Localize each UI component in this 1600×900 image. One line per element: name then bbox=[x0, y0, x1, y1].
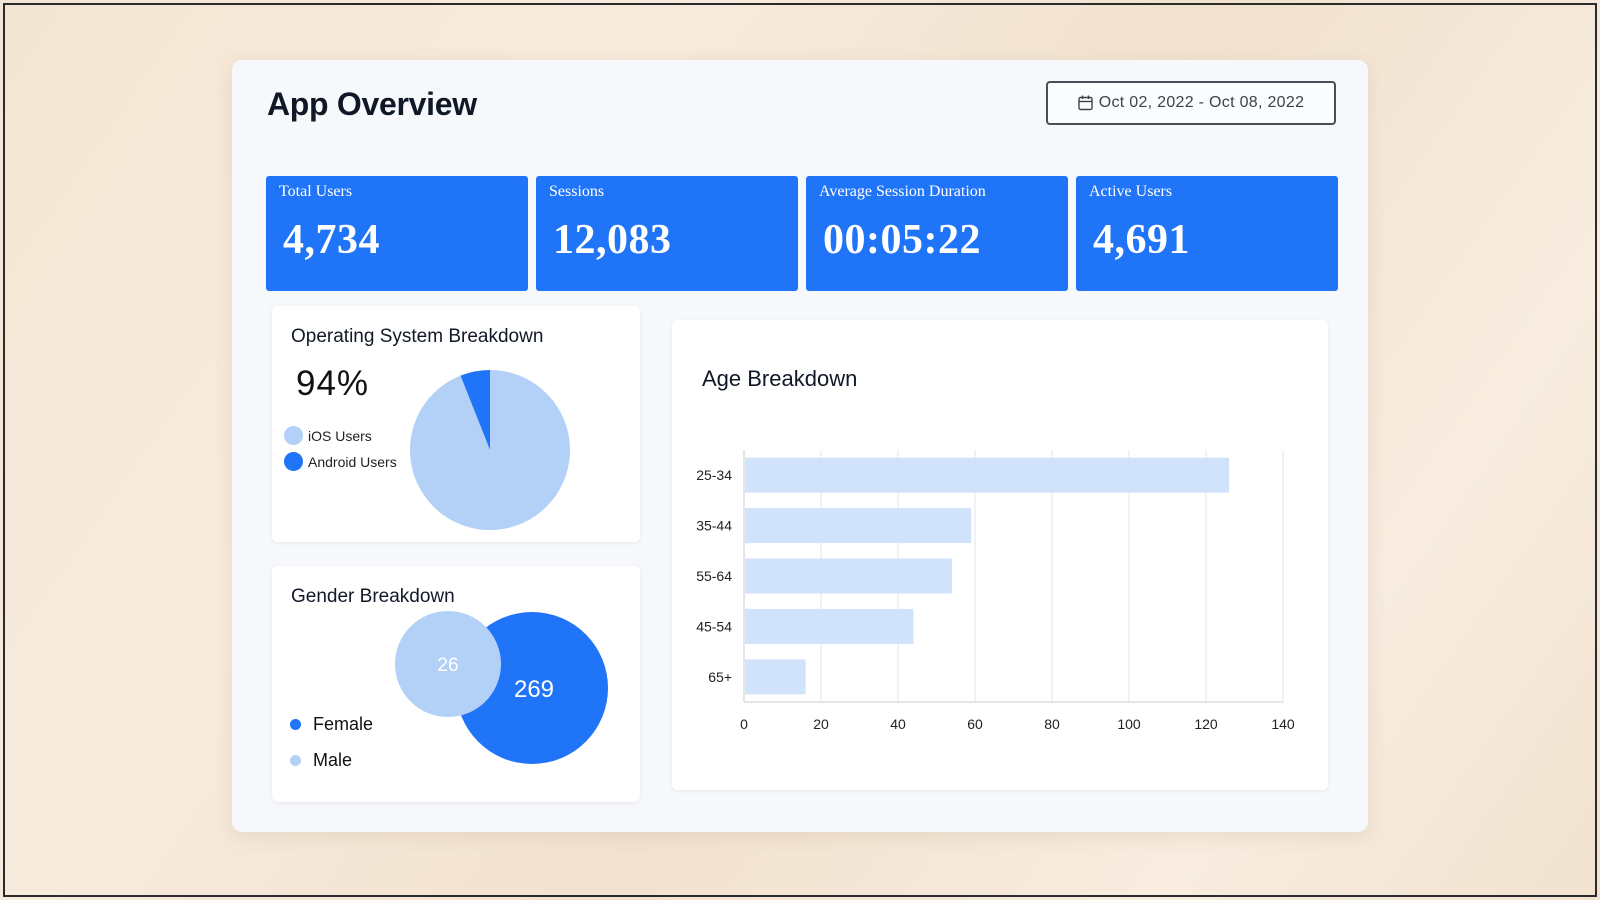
date-range-label: Oct 02, 2022 - Oct 08, 2022 bbox=[1098, 94, 1305, 111]
age-bar-chart[interactable]: 0 20 40 60 80 100 120 140 25-34 35-44 55-64 45-54 65… bbox=[672, 320, 1328, 790]
y-tick-label: 35-44 bbox=[696, 518, 732, 534]
os-breakdown-card: Operating System Breakdown 94% iOS Users… bbox=[272, 306, 640, 542]
kpi-value: 4,734 bbox=[283, 217, 380, 263]
bar-55-64[interactable] bbox=[745, 558, 952, 594]
os-pie-chart[interactable] bbox=[408, 368, 572, 532]
x-tick-label: 100 bbox=[1117, 716, 1141, 732]
age-breakdown-card: Age Breakdown 0 20 40 60 80 100 120 140 25-34 35-… bbox=[672, 320, 1328, 790]
x-tick-label: 0 bbox=[740, 716, 748, 732]
gender-venn-chart[interactable]: 26 269 bbox=[382, 608, 612, 778]
os-breakdown-title: Operating System Breakdown bbox=[291, 326, 544, 347]
x-tick-label: 120 bbox=[1194, 716, 1218, 732]
legend-label: Female bbox=[313, 714, 374, 734]
x-tick-label: 60 bbox=[967, 716, 983, 732]
legend-dot-ios bbox=[284, 426, 303, 445]
venn-value-female: 269 bbox=[514, 676, 554, 703]
app-overview-dashboard: App Overview Oct 02, 2022 - Oct 08, 2022… bbox=[232, 60, 1368, 832]
x-tick-label: 40 bbox=[890, 716, 906, 732]
kpi-active-users[interactable]: Active Users 4,691 bbox=[1076, 176, 1338, 291]
kpi-value: 00:05:22 bbox=[823, 217, 981, 263]
gender-breakdown-card: Gender Breakdown 26 269 Female Male bbox=[272, 566, 640, 802]
y-tick-label: 55-64 bbox=[696, 568, 732, 584]
venn-value-male: 26 bbox=[437, 655, 458, 676]
y-tick-label: 25-34 bbox=[696, 467, 732, 483]
legend-label: Male bbox=[313, 750, 353, 770]
age-breakdown-title: Age Breakdown bbox=[702, 366, 858, 391]
bar-35-44[interactable] bbox=[745, 508, 972, 544]
legend-dot-male bbox=[290, 755, 301, 766]
kpi-row: Total Users 4,734 Sessions 12,083 Averag… bbox=[266, 176, 1338, 291]
bar-25-34[interactable] bbox=[745, 457, 1230, 493]
pie-slice-android-users[interactable] bbox=[460, 370, 490, 450]
x-tick-label: 140 bbox=[1271, 716, 1295, 732]
legend-male[interactable]: Male bbox=[290, 750, 352, 771]
legend-label: Android Users bbox=[308, 453, 397, 470]
y-tick-label: 65+ bbox=[708, 669, 732, 685]
bar-45-54[interactable] bbox=[745, 608, 914, 644]
legend-ios-users[interactable]: iOS Users bbox=[284, 426, 372, 445]
kpi-label: Average Session Duration bbox=[819, 183, 986, 200]
x-tick-label: 20 bbox=[813, 716, 829, 732]
kpi-sessions[interactable]: Sessions 12,083 bbox=[536, 176, 798, 291]
venn-circle-male[interactable] bbox=[395, 611, 501, 717]
x-tick-label: 80 bbox=[1044, 716, 1060, 732]
kpi-total-users[interactable]: Total Users 4,734 bbox=[266, 176, 528, 291]
kpi-label: Total Users bbox=[279, 183, 353, 200]
legend-label: iOS Users bbox=[308, 427, 372, 444]
page-title: App Overview bbox=[267, 86, 477, 122]
kpi-average-session-duration[interactable]: Average Session Duration 00:05:22 bbox=[806, 176, 1068, 291]
os-headline-percent: 94% bbox=[296, 364, 370, 403]
kpi-label: Sessions bbox=[549, 183, 605, 200]
legend-dot-android bbox=[284, 452, 303, 471]
kpi-value: 4,691 bbox=[1093, 217, 1190, 263]
legend-dot-female bbox=[290, 719, 301, 730]
calendar-icon bbox=[1078, 95, 1093, 111]
kpi-value: 12,083 bbox=[553, 217, 672, 263]
legend-android-users[interactable]: Android Users bbox=[284, 452, 397, 471]
bar-65+[interactable] bbox=[745, 659, 806, 695]
date-range-picker[interactable]: Oct 02, 2022 - Oct 08, 2022 bbox=[1046, 81, 1336, 125]
y-tick-label: 45-54 bbox=[696, 618, 732, 634]
gender-breakdown-title: Gender Breakdown bbox=[291, 586, 455, 607]
legend-female[interactable]: Female bbox=[290, 714, 373, 735]
kpi-label: Active Users bbox=[1089, 183, 1173, 200]
